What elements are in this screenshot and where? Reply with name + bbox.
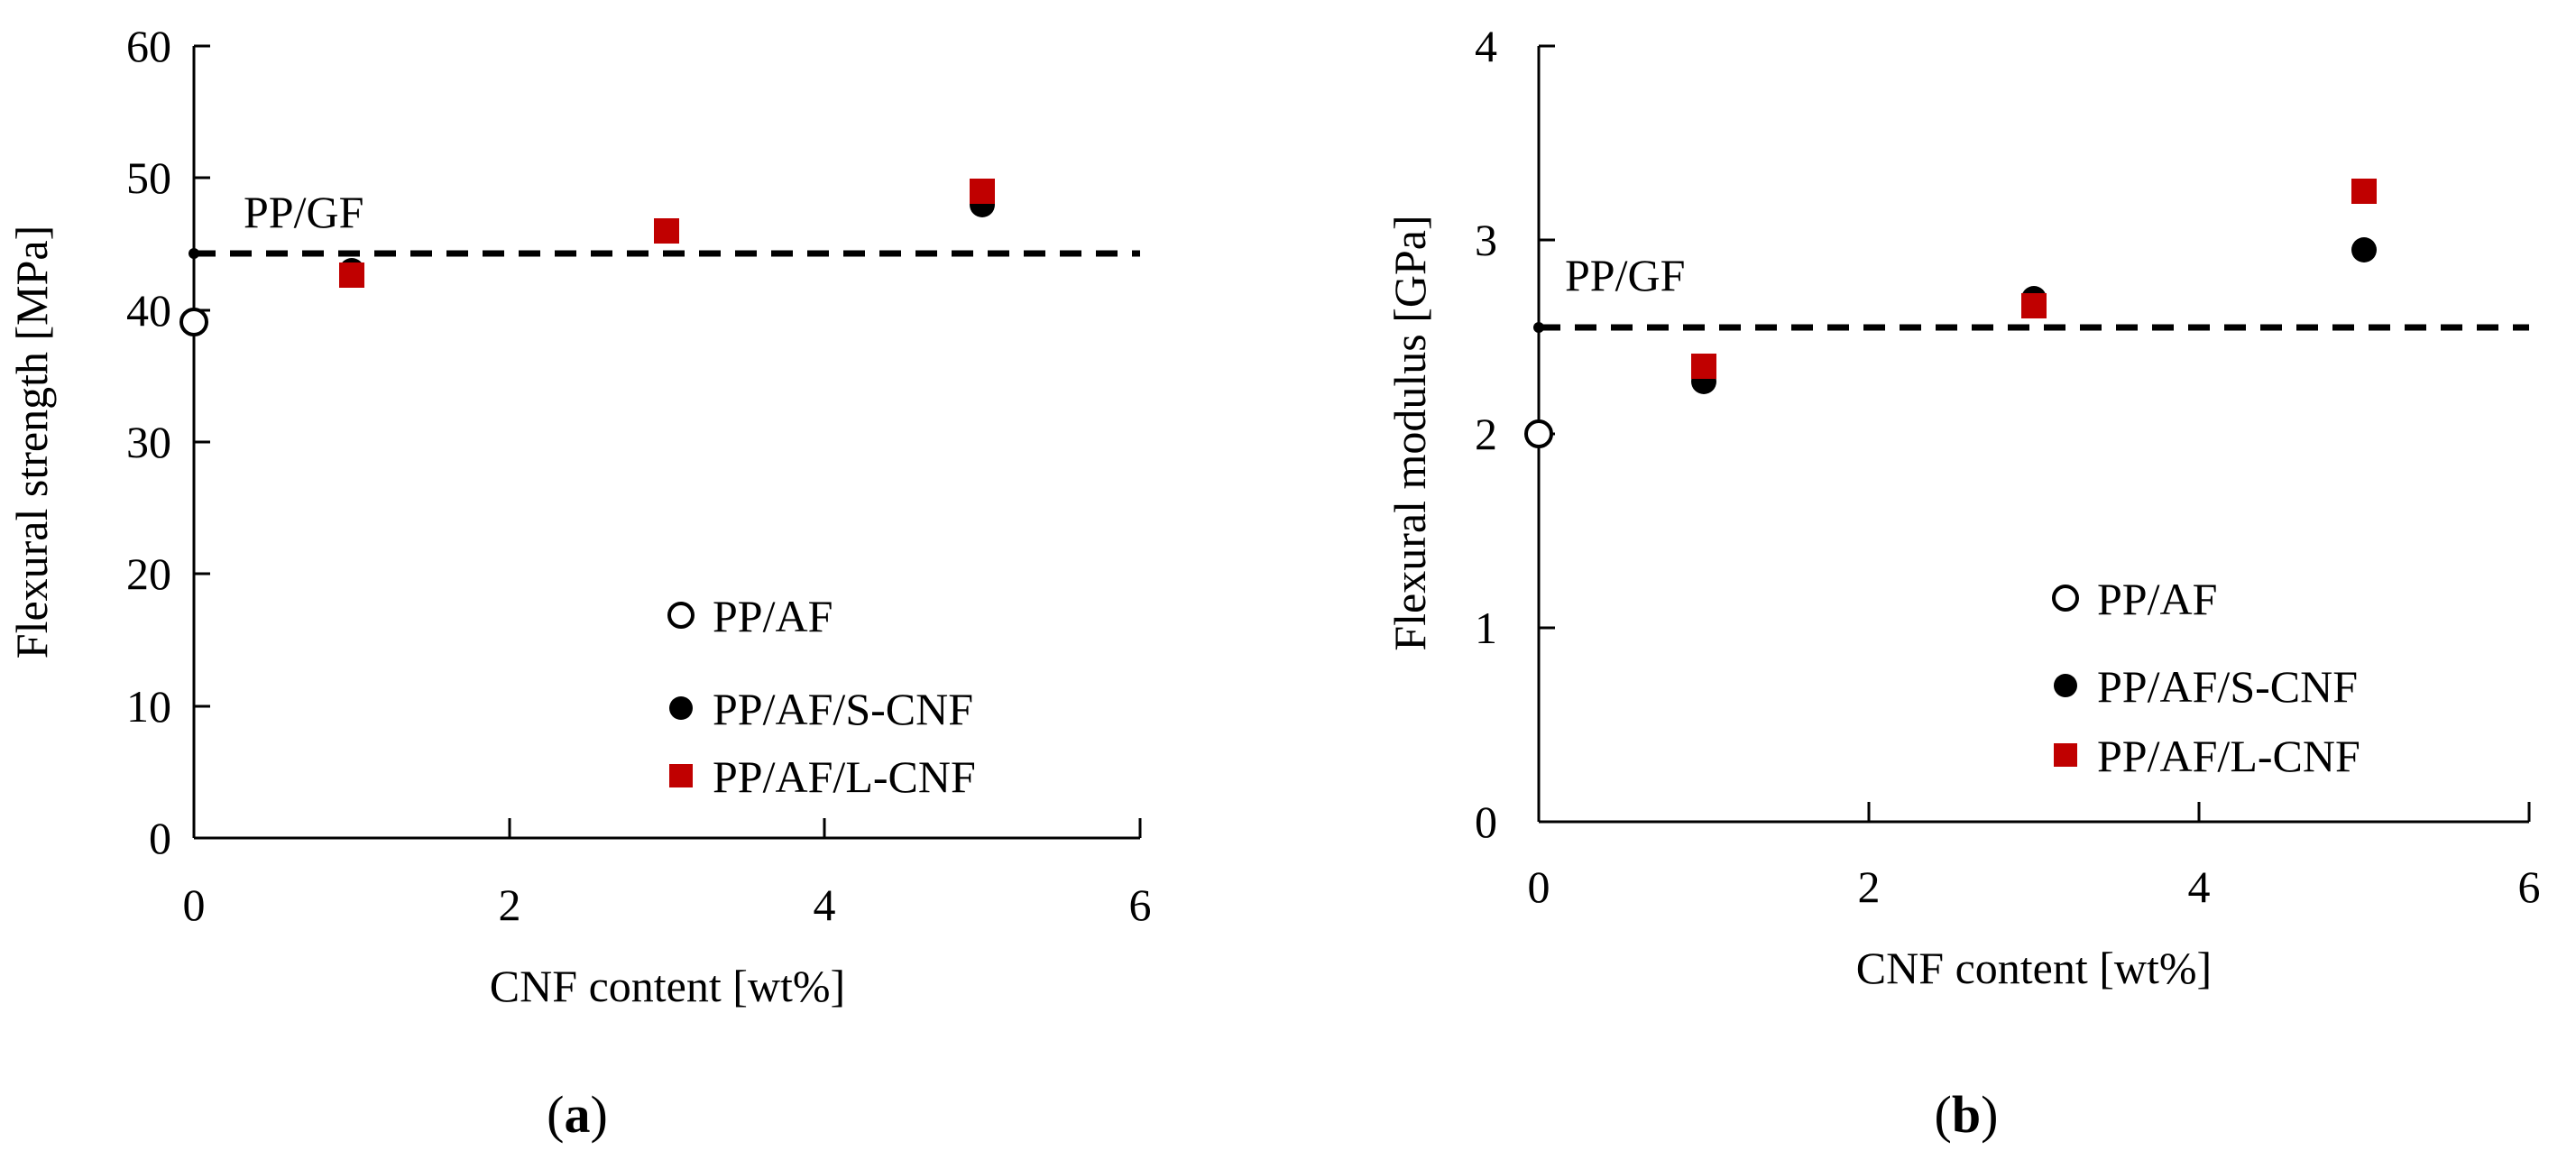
y-tick-label: 3	[1475, 215, 1497, 265]
series-pp-af-a	[179, 308, 208, 336]
reference-label-b: PP/GF	[1565, 250, 1685, 300]
legend-label: PP/AF/L-CNF	[713, 751, 976, 802]
y-ticks-a	[194, 44, 210, 708]
data-point	[2351, 179, 2377, 204]
y-tick-label: 10	[126, 681, 171, 732]
legend-b: PP/AF PP/AF/S-CNF PP/AF/L-CNF	[2052, 574, 2360, 781]
y-tick-labels-a: 0 10 20 30 40 50 60	[126, 21, 171, 863]
x-axis-title-b: CNF content [wt%]	[1856, 943, 2212, 993]
y-tick-labels-b: 0 1 2 3 4	[1475, 21, 1497, 847]
reference-label-a: PP/GF	[244, 187, 363, 237]
y-axis-title-a: Flexural strength [MPa]	[6, 226, 57, 658]
legend-marker-filled-circle	[2054, 674, 2077, 697]
x-tick-label: 2	[499, 879, 521, 930]
x-tick-labels-b: 0 2 4 6	[1528, 861, 2541, 912]
y-tick-label: 0	[1475, 796, 1497, 847]
panel-caption-a: (a)	[547, 1085, 608, 1144]
x-tick-label: 6	[1129, 879, 1152, 930]
y-ticks-b	[1539, 44, 1555, 630]
legend-label: PP/AF	[713, 591, 833, 641]
y-tick-label: 50	[126, 152, 171, 203]
chart-b: 0 1 2 3 4 0 2 4 6 CNF content [wt%] Flex…	[1385, 21, 2541, 1144]
legend-marker-square	[2054, 743, 2077, 767]
x-ticks-b	[1867, 802, 2531, 822]
y-tick-label: 30	[126, 417, 171, 467]
legend-label: PP/AF/L-CNF	[2097, 731, 2360, 781]
y-tick-label: 60	[126, 21, 171, 71]
data-point	[654, 218, 679, 244]
y-tick-label: 20	[126, 548, 171, 599]
data-point	[179, 308, 208, 336]
x-tick-label: 2	[1858, 861, 1881, 912]
x-tick-label: 0	[183, 879, 206, 930]
legend-marker-open-circle	[2052, 585, 2079, 612]
legend-marker-open-circle	[667, 602, 695, 629]
data-point	[2021, 293, 2047, 318]
data-point	[970, 179, 995, 204]
y-tick-label: 1	[1475, 603, 1497, 653]
x-tick-label: 4	[814, 879, 836, 930]
data-point	[1524, 419, 1553, 448]
legend-marker-square	[669, 764, 693, 787]
legend-label: PP/AF/S-CNF	[2097, 661, 2358, 712]
data-point	[2351, 237, 2377, 262]
series-pp-af-b	[1524, 419, 1553, 448]
series-l-cnf-b	[1691, 179, 2377, 379]
x-tick-label: 0	[1528, 861, 1550, 912]
y-tick-label: 2	[1475, 409, 1497, 459]
x-tick-labels-a: 0 2 4 6	[183, 879, 1152, 930]
series-l-cnf-a	[339, 179, 995, 288]
x-tick-label: 4	[2188, 861, 2211, 912]
y-tick-label: 40	[126, 285, 171, 336]
data-point	[339, 262, 364, 288]
y-tick-label: 4	[1475, 21, 1497, 71]
x-ticks-a	[508, 818, 1142, 838]
legend-label: PP/AF/S-CNF	[713, 684, 973, 734]
y-axis-title-b: Flexural modulus [GPa]	[1385, 215, 1435, 650]
chart-a: 0 10 20 30 40 50 60 0 2 4 6 CNF content …	[6, 21, 1152, 1144]
legend-a: PP/AF PP/AF/S-CNF PP/AF/L-CNF	[667, 591, 976, 802]
legend-label: PP/AF	[2097, 574, 2217, 624]
y-tick-label: 0	[149, 813, 171, 863]
x-tick-label: 6	[2518, 861, 2541, 912]
panel-caption-b: (b)	[1935, 1085, 1999, 1144]
data-point	[1691, 354, 1716, 379]
x-axis-title-a: CNF content [wt%]	[490, 961, 845, 1011]
legend-marker-filled-circle	[669, 696, 693, 720]
